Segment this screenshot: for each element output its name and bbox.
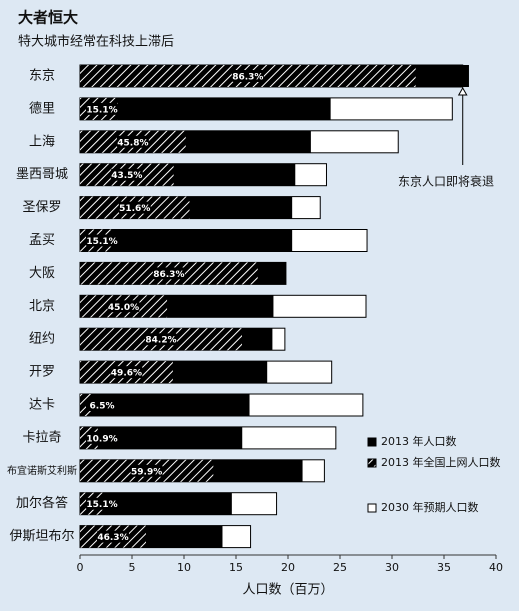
value-label: 45.0% xyxy=(108,303,139,313)
legend-swatch xyxy=(367,458,377,468)
value-label: 10.9% xyxy=(86,434,117,444)
x-tick-label: 35 xyxy=(437,561,451,574)
label-bg xyxy=(110,168,143,181)
internet-bar xyxy=(80,394,92,416)
label-bg xyxy=(107,300,140,313)
value-label: 6.5% xyxy=(90,402,115,412)
label-bg xyxy=(96,530,129,543)
label-bg xyxy=(145,333,178,346)
label-bg xyxy=(152,267,185,280)
value-label: 15.1% xyxy=(86,237,117,247)
category-label: 圣保罗 xyxy=(22,200,61,215)
label-bg xyxy=(86,399,118,411)
value-label: 59.9% xyxy=(131,467,162,477)
label-bg xyxy=(118,201,151,214)
category-label: 德里 xyxy=(29,101,55,116)
category-label: 孟买 xyxy=(29,233,55,248)
chart-title: 大者恒大 xyxy=(18,9,78,27)
category-label: 达卡 xyxy=(29,398,55,413)
label-bg xyxy=(231,70,264,82)
category-label: 加尔各答 xyxy=(16,495,68,511)
population-bar xyxy=(80,394,250,416)
label-bg xyxy=(86,497,118,510)
value-label: 15.1% xyxy=(86,105,117,115)
annotation: 东京人口即将衰退 xyxy=(398,174,494,189)
legend-swatch xyxy=(367,503,377,513)
x-tick-label: 30 xyxy=(385,561,399,574)
legend-swatch xyxy=(367,437,377,447)
population-bar xyxy=(80,426,243,449)
label-bg xyxy=(86,431,118,444)
value-label: 86.3% xyxy=(232,73,263,83)
x-tick-label: 5 xyxy=(129,561,136,574)
category-label: 纽约 xyxy=(29,332,55,347)
legend-label: 2013 年全国上网人口数 xyxy=(381,455,501,469)
x-axis-label: 人口数（百万） xyxy=(242,583,333,598)
category-label: 上海 xyxy=(29,134,55,149)
category-label: 布宜诺斯艾利斯 xyxy=(7,464,77,477)
chart-subtitle: 特大城市经常在科技上滞后 xyxy=(18,34,174,50)
x-tick-label: 25 xyxy=(333,561,347,574)
category-label: 开罗 xyxy=(29,365,55,380)
x-tick-label: 0 xyxy=(77,561,84,574)
value-label: 84.2% xyxy=(145,336,176,346)
x-tick-label: 10 xyxy=(177,561,191,574)
value-label: 43.5% xyxy=(111,171,142,181)
x-tick-label: 15 xyxy=(229,561,243,574)
category-label: 东京 xyxy=(29,69,55,84)
population-bar xyxy=(80,229,293,252)
label-bg xyxy=(130,464,163,477)
value-label: 86.3% xyxy=(153,270,184,280)
category-label: 伊斯坦布尔 xyxy=(9,529,74,544)
legend-label: 2013 年人口数 xyxy=(381,434,457,448)
population-bar xyxy=(80,97,331,120)
label-bg xyxy=(86,234,118,247)
category-label: 北京 xyxy=(29,299,55,314)
value-label: 45.8% xyxy=(117,138,148,148)
label-bg xyxy=(110,366,143,379)
x-tick-label: 40 xyxy=(489,561,503,574)
value-label: 51.6% xyxy=(119,204,150,214)
value-label: 49.6% xyxy=(111,369,142,379)
label-bg xyxy=(116,135,149,148)
population-bar xyxy=(80,492,232,515)
label-bg xyxy=(86,102,118,115)
legend-label: 2030 年预期人口数 xyxy=(381,500,479,514)
annotation-arrow xyxy=(457,86,468,96)
value-label: 46.3% xyxy=(97,533,128,543)
value-label: 15.1% xyxy=(86,500,117,510)
x-tick-label: 20 xyxy=(281,561,295,574)
category-label: 墨西哥城 xyxy=(16,167,68,182)
category-label: 卡拉奇 xyxy=(22,429,61,445)
category-label: 大阪 xyxy=(29,266,55,281)
